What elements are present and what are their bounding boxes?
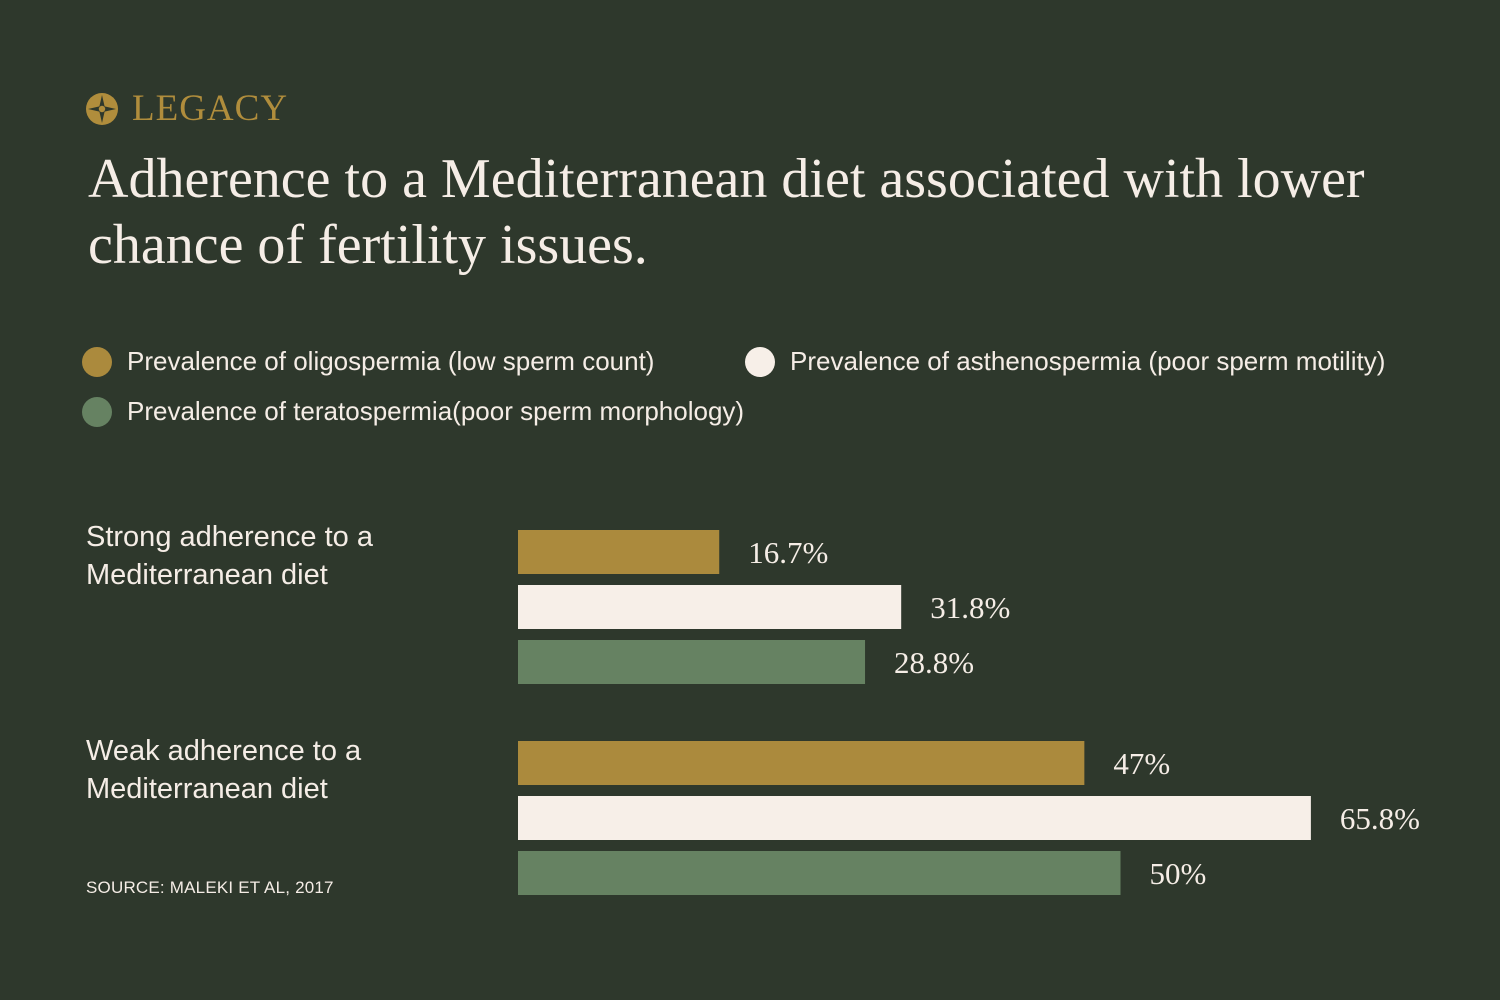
compass-star-icon (86, 92, 118, 125)
legend-swatch-oligospermia (82, 346, 112, 377)
bar-strong-asthenospermia (518, 585, 902, 629)
source-note: SOURCE: MALEKI ET AL, 2017 (86, 878, 334, 897)
data-label-weak-teratospermia: 50% (1150, 856, 1207, 891)
brand-name: LEGACY (132, 88, 289, 129)
bar-weak-teratospermia (518, 851, 1121, 895)
legend-item-oligospermia: Prevalence of oligospermia (low sperm co… (82, 346, 654, 377)
bar-weak-asthenospermia (518, 796, 1311, 840)
category-label-weak: Weak adherence to a Mediterranean diet (86, 735, 362, 805)
bar-strong-teratospermia (518, 640, 866, 684)
bar-weak-oligospermia (518, 741, 1085, 785)
legend-label-oligospermia: Prevalence of oligospermia (low sperm co… (127, 346, 655, 376)
data-label-weak-oligospermia: 47% (1113, 746, 1170, 781)
chart-title: Adherence to a Mediterranean diet associ… (88, 148, 1365, 276)
data-label-strong-asthenospermia: 31.8% (930, 590, 1010, 625)
data-label-weak-asthenospermia: 65.8% (1340, 801, 1420, 836)
brand-logo: LEGACY (86, 90, 288, 127)
legend-label-asthenospermia: Prevalence of asthenospermia (poor sperm… (790, 346, 1386, 376)
legend-item-teratospermia: Prevalence of teratospermia(poor sperm m… (82, 396, 744, 427)
legend-swatch-asthenospermia (745, 346, 775, 377)
data-label-strong-teratospermia: 28.8% (894, 645, 974, 680)
bar-strong-oligospermia (518, 530, 720, 574)
legend-label-teratospermia: Prevalence of teratospermia(poor sperm m… (127, 396, 745, 426)
legend-item-asthenospermia: Prevalence of asthenospermia (poor sperm… (745, 346, 1385, 377)
data-label-strong-oligospermia: 16.7% (748, 535, 828, 570)
legend-swatch-teratospermia (82, 396, 112, 427)
category-label-strong: Strong adherence to a Mediterranean diet (86, 521, 373, 591)
